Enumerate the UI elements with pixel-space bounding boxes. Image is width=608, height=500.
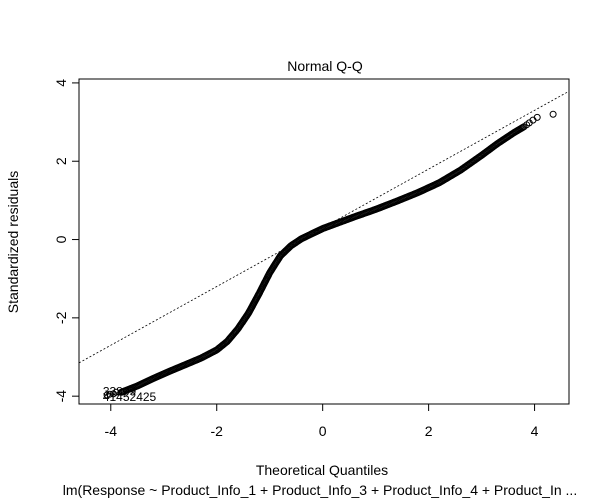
y-tick-label: 2 bbox=[53, 157, 69, 165]
qq-tail-point bbox=[523, 121, 531, 129]
x-tick-label: 0 bbox=[319, 423, 327, 439]
qq-tail-point bbox=[103, 391, 111, 399]
x-tick-label: -4 bbox=[105, 423, 118, 439]
x-tick-label: 4 bbox=[531, 423, 539, 439]
y-tick-label: 0 bbox=[53, 235, 69, 243]
qq-tail-point bbox=[109, 390, 117, 398]
x-axis-label: Theoretical Quantiles bbox=[256, 462, 388, 478]
qq-tail-point bbox=[549, 110, 557, 118]
plot-frame bbox=[78, 78, 570, 405]
outlier-label: 41452425 bbox=[103, 390, 157, 404]
chart-title: Normal Q-Q bbox=[287, 58, 363, 74]
y-tick-label: -2 bbox=[53, 311, 69, 324]
y-tick-label: -4 bbox=[53, 390, 69, 403]
y-tick-label: 4 bbox=[53, 79, 69, 87]
x-tick-label: 2 bbox=[425, 423, 433, 439]
chart-subtitle: lm(Response ~ Product_Info_1 + Product_I… bbox=[63, 482, 577, 498]
x-tick-label: -2 bbox=[211, 423, 224, 439]
outlier-label: 33809 bbox=[103, 384, 137, 398]
y-axis-label: Standardized residuals bbox=[5, 171, 21, 313]
